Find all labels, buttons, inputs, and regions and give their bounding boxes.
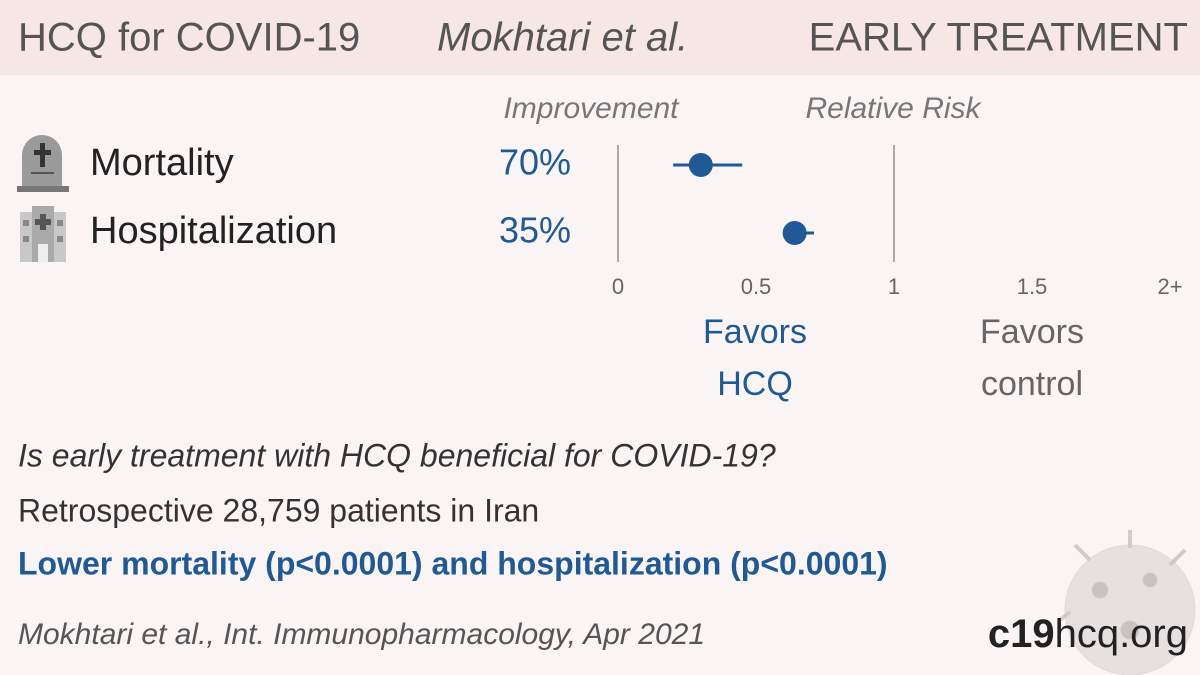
point-estimate (688, 153, 713, 177)
mortality-icon (17, 135, 69, 192)
hospitalization-icon (20, 206, 66, 262)
x-tick-label: 1 (888, 274, 900, 299)
favors-right: Favors control (980, 313, 1084, 403)
stage: EARLY TREATMENT (809, 16, 1188, 60)
x-tick-label: 1.5 (1017, 274, 1048, 299)
title: HCQ for COVID-19 (18, 16, 360, 60)
x-axis-label: Relative Risk (805, 92, 982, 125)
conclusion: Lower mortality (p<0.0001) and hospitali… (18, 545, 888, 581)
improvement-label: 70% (499, 142, 571, 183)
favors-left: Favors HCQ (703, 313, 807, 403)
point-estimate (782, 221, 807, 245)
virus-decoration (1058, 530, 1196, 675)
site-rest: hcq.org (1055, 612, 1188, 656)
improvement-label: 35% (499, 210, 571, 251)
header-band (0, 0, 1200, 75)
x-tick-label: 0.5 (741, 274, 772, 299)
question: Is early treatment with HCQ beneficial f… (18, 437, 776, 473)
improvement-header: Improvement (503, 92, 680, 125)
site-bold: c19 (988, 612, 1055, 656)
authors: Mokhtari et al. (437, 16, 688, 60)
citation: Mokhtari et al., Int. Immunopharmacology… (18, 618, 705, 651)
x-tick-label: 0 (612, 274, 624, 299)
category-label: Mortality (90, 142, 234, 184)
details: Retrospective 28,759 patients in Iran (18, 492, 539, 528)
category-label: Hospitalization (90, 210, 337, 252)
site: c19hcq.org (988, 612, 1188, 656)
x-tick-label: 2+ (1157, 274, 1182, 299)
